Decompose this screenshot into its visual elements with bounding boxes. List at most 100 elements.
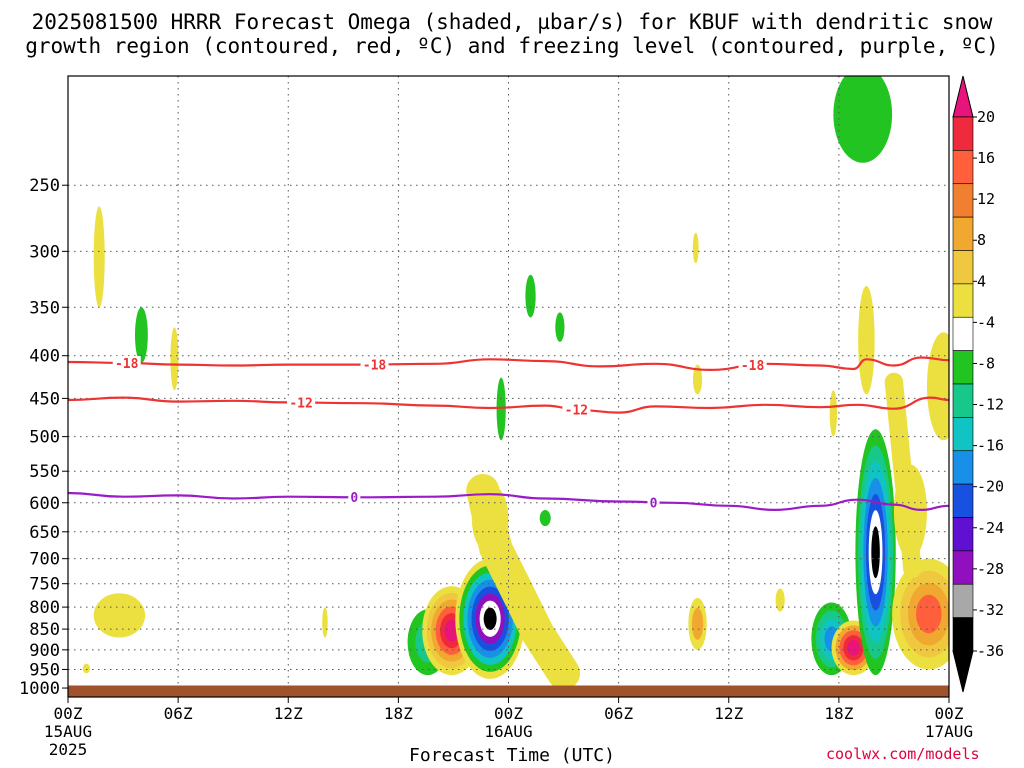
omega-cell-7-level-0 — [525, 274, 536, 318]
colorbar-swatch-15 — [952, 617, 974, 652]
colorbar-label-4: 4 — [977, 272, 986, 290]
y-tick-label-250: 250 — [29, 176, 60, 196]
omega-cell-23-level-4 — [847, 639, 860, 656]
colorbar-swatch-7 — [952, 350, 974, 385]
gridlines — [68, 76, 949, 697]
colorbar-swatch-5 — [952, 283, 974, 318]
contour-label-0-1: 0 — [650, 496, 658, 511]
x-tick-label-12: 12Z — [274, 704, 303, 723]
x-tick-label-6: 06Z — [164, 704, 193, 723]
contour-label-0-0: 0 — [350, 491, 358, 506]
chart-title-line-1: 2025081500 HRRR Forecast Omega (shaded, … — [31, 10, 993, 34]
credit-link[interactable]: coolwx.com/models — [826, 745, 980, 763]
omega-cell-11-level-0 — [692, 364, 703, 395]
colorbar-label-3: 8 — [977, 231, 986, 249]
colorbar-label-9: -20 — [977, 478, 1004, 496]
omega-cell-0-level-0 — [93, 206, 105, 308]
contour-line--12 — [68, 396, 949, 414]
colorbar-label-5: -4 — [977, 313, 995, 331]
colorbar-swatch-14 — [952, 583, 974, 618]
contour-line-0 — [68, 491, 949, 512]
x-date-label-48: 17AUG — [925, 722, 973, 741]
colorbar-label-13: -36 — [977, 642, 1004, 660]
x-tick-label-42: 18Z — [824, 704, 853, 723]
colorbar-swatch-0 — [952, 116, 974, 151]
x-tick-label-18: 18Z — [384, 704, 413, 723]
contour-lines: -18 -18 -18 -12 -12 0 0 — [68, 355, 949, 512]
colorbar-swatch-3 — [952, 216, 974, 251]
contour-label-bg-0-1 — [647, 495, 660, 510]
colorbar-label-1: 16 — [977, 149, 995, 167]
omega-cell-12-level-1 — [691, 607, 704, 640]
omega-cell-15-level-0 — [858, 285, 875, 395]
omega-streak-1 — [884, 372, 922, 579]
omega-cell-4-level-0 — [82, 663, 91, 674]
omega-cell-10-level-0 — [692, 232, 699, 264]
x-date-label-0: 15AUG — [44, 722, 92, 741]
colorbar-swatch-4 — [952, 250, 974, 285]
omega-cell-20-level-7 — [483, 607, 497, 630]
y-axis-ticks: 2503003504004505005506006507007508008509… — [19, 176, 68, 699]
y-tick-label-600: 600 — [29, 494, 60, 514]
y-tick-label-300: 300 — [29, 242, 60, 262]
y-tick-label-550: 550 — [29, 462, 60, 482]
omega-cell-1-level-0 — [134, 307, 148, 363]
y-tick-label-500: 500 — [29, 428, 60, 448]
colorbar-top-arrow — [952, 75, 974, 118]
omega-cell-5-level-0 — [322, 607, 328, 638]
colorbar-swatch-2 — [952, 183, 974, 218]
contour-label-bg--12-1 — [562, 402, 591, 417]
omega-cell-3-level-0 — [93, 593, 146, 638]
y-tick-label-850: 850 — [29, 620, 60, 640]
x-tick-label-48: 00Z — [935, 704, 964, 723]
y-tick-label-700: 700 — [29, 550, 60, 570]
contour-label-bg--18-2 — [738, 358, 767, 373]
colorbar-bottom-arrow — [952, 650, 974, 693]
y-tick-label-1000: 1000 — [19, 679, 60, 699]
contour-label--12-1: -12 — [565, 404, 588, 419]
colorbar-label-10: -24 — [977, 519, 1004, 537]
ground-layer — [68, 685, 949, 697]
y-tick-label-350: 350 — [29, 298, 60, 318]
colorbar-label-11: -28 — [977, 560, 1004, 578]
omega-cell-19-level-5 — [444, 619, 459, 642]
x-axis-label: Forecast Time (UTC) — [409, 745, 615, 766]
colorbar-swatch-1 — [952, 150, 974, 185]
y-tick-label-450: 450 — [29, 389, 60, 409]
omega-cell-26-level-3 — [916, 594, 942, 634]
colorbar-swatch-10 — [952, 450, 974, 485]
ground-fill — [68, 685, 949, 697]
colorbar-label-7: -12 — [977, 396, 1004, 414]
chart-title-line-2: growth region (contoured, red, ºC) and f… — [25, 34, 999, 58]
omega-shading — [82, 76, 949, 690]
colorbar-legend: 20 16 12 8 4 -4 -8 -12 -16 -20 -24 -28 -32 -36 — [952, 75, 1004, 693]
y-tick-label-900: 900 — [29, 641, 60, 661]
x-date-label-24: 16AUG — [484, 722, 532, 741]
colorbar-swatch-9 — [952, 417, 974, 452]
y-tick-label-400: 400 — [29, 347, 60, 367]
contour-label--18-1: -18 — [363, 358, 387, 373]
contour-label-bg--18-0 — [112, 355, 141, 370]
omega-cell-6-level-0 — [496, 377, 506, 441]
contour-label-bg--18-1 — [360, 357, 389, 372]
omega-cell-16-level-0 — [829, 390, 838, 437]
colorbar-label-0: 20 — [977, 108, 995, 126]
colorbar-swatch-6 — [952, 316, 974, 351]
contour-line--18 — [68, 356, 949, 372]
contour-label-bg--12-0 — [287, 395, 316, 410]
y-tick-label-650: 650 — [29, 523, 60, 543]
y-tick-label-950: 950 — [29, 660, 60, 680]
colorbar-label-8: -16 — [977, 437, 1004, 455]
omega-cell-24-level-6 — [871, 526, 880, 579]
colorbar-swatch-12 — [952, 517, 974, 552]
colorbar-label-12: -32 — [977, 601, 1004, 619]
y-tick-label-750: 750 — [29, 575, 60, 595]
colorbar-swatch-13 — [952, 550, 974, 585]
y-tick-label-800: 800 — [29, 598, 60, 618]
colorbar-swatch-11 — [952, 483, 974, 518]
colorbar-swatch-8 — [952, 383, 974, 418]
colorbar-label-2: 12 — [977, 190, 995, 208]
omega-cell-13-level-0 — [775, 588, 785, 612]
